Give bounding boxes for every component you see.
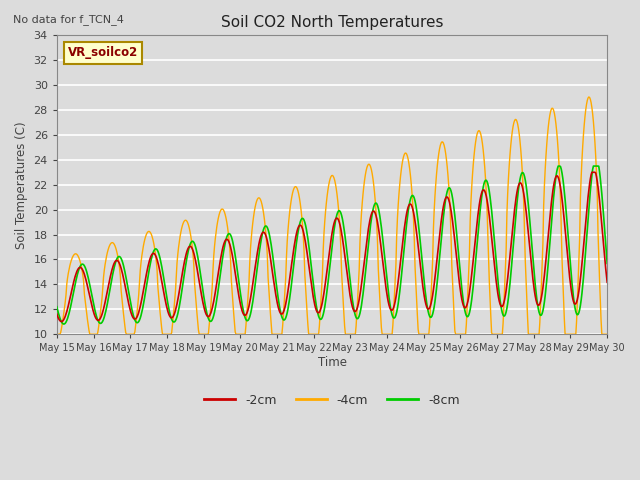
Title: Soil CO2 North Temperatures: Soil CO2 North Temperatures [221,15,444,30]
X-axis label: Time: Time [317,356,346,369]
Text: No data for f_TCN_4: No data for f_TCN_4 [13,14,124,25]
Legend: -2cm, -4cm, -8cm: -2cm, -4cm, -8cm [199,389,465,411]
Text: VR_soilco2: VR_soilco2 [68,47,138,60]
Y-axis label: Soil Temperatures (C): Soil Temperatures (C) [15,121,28,249]
